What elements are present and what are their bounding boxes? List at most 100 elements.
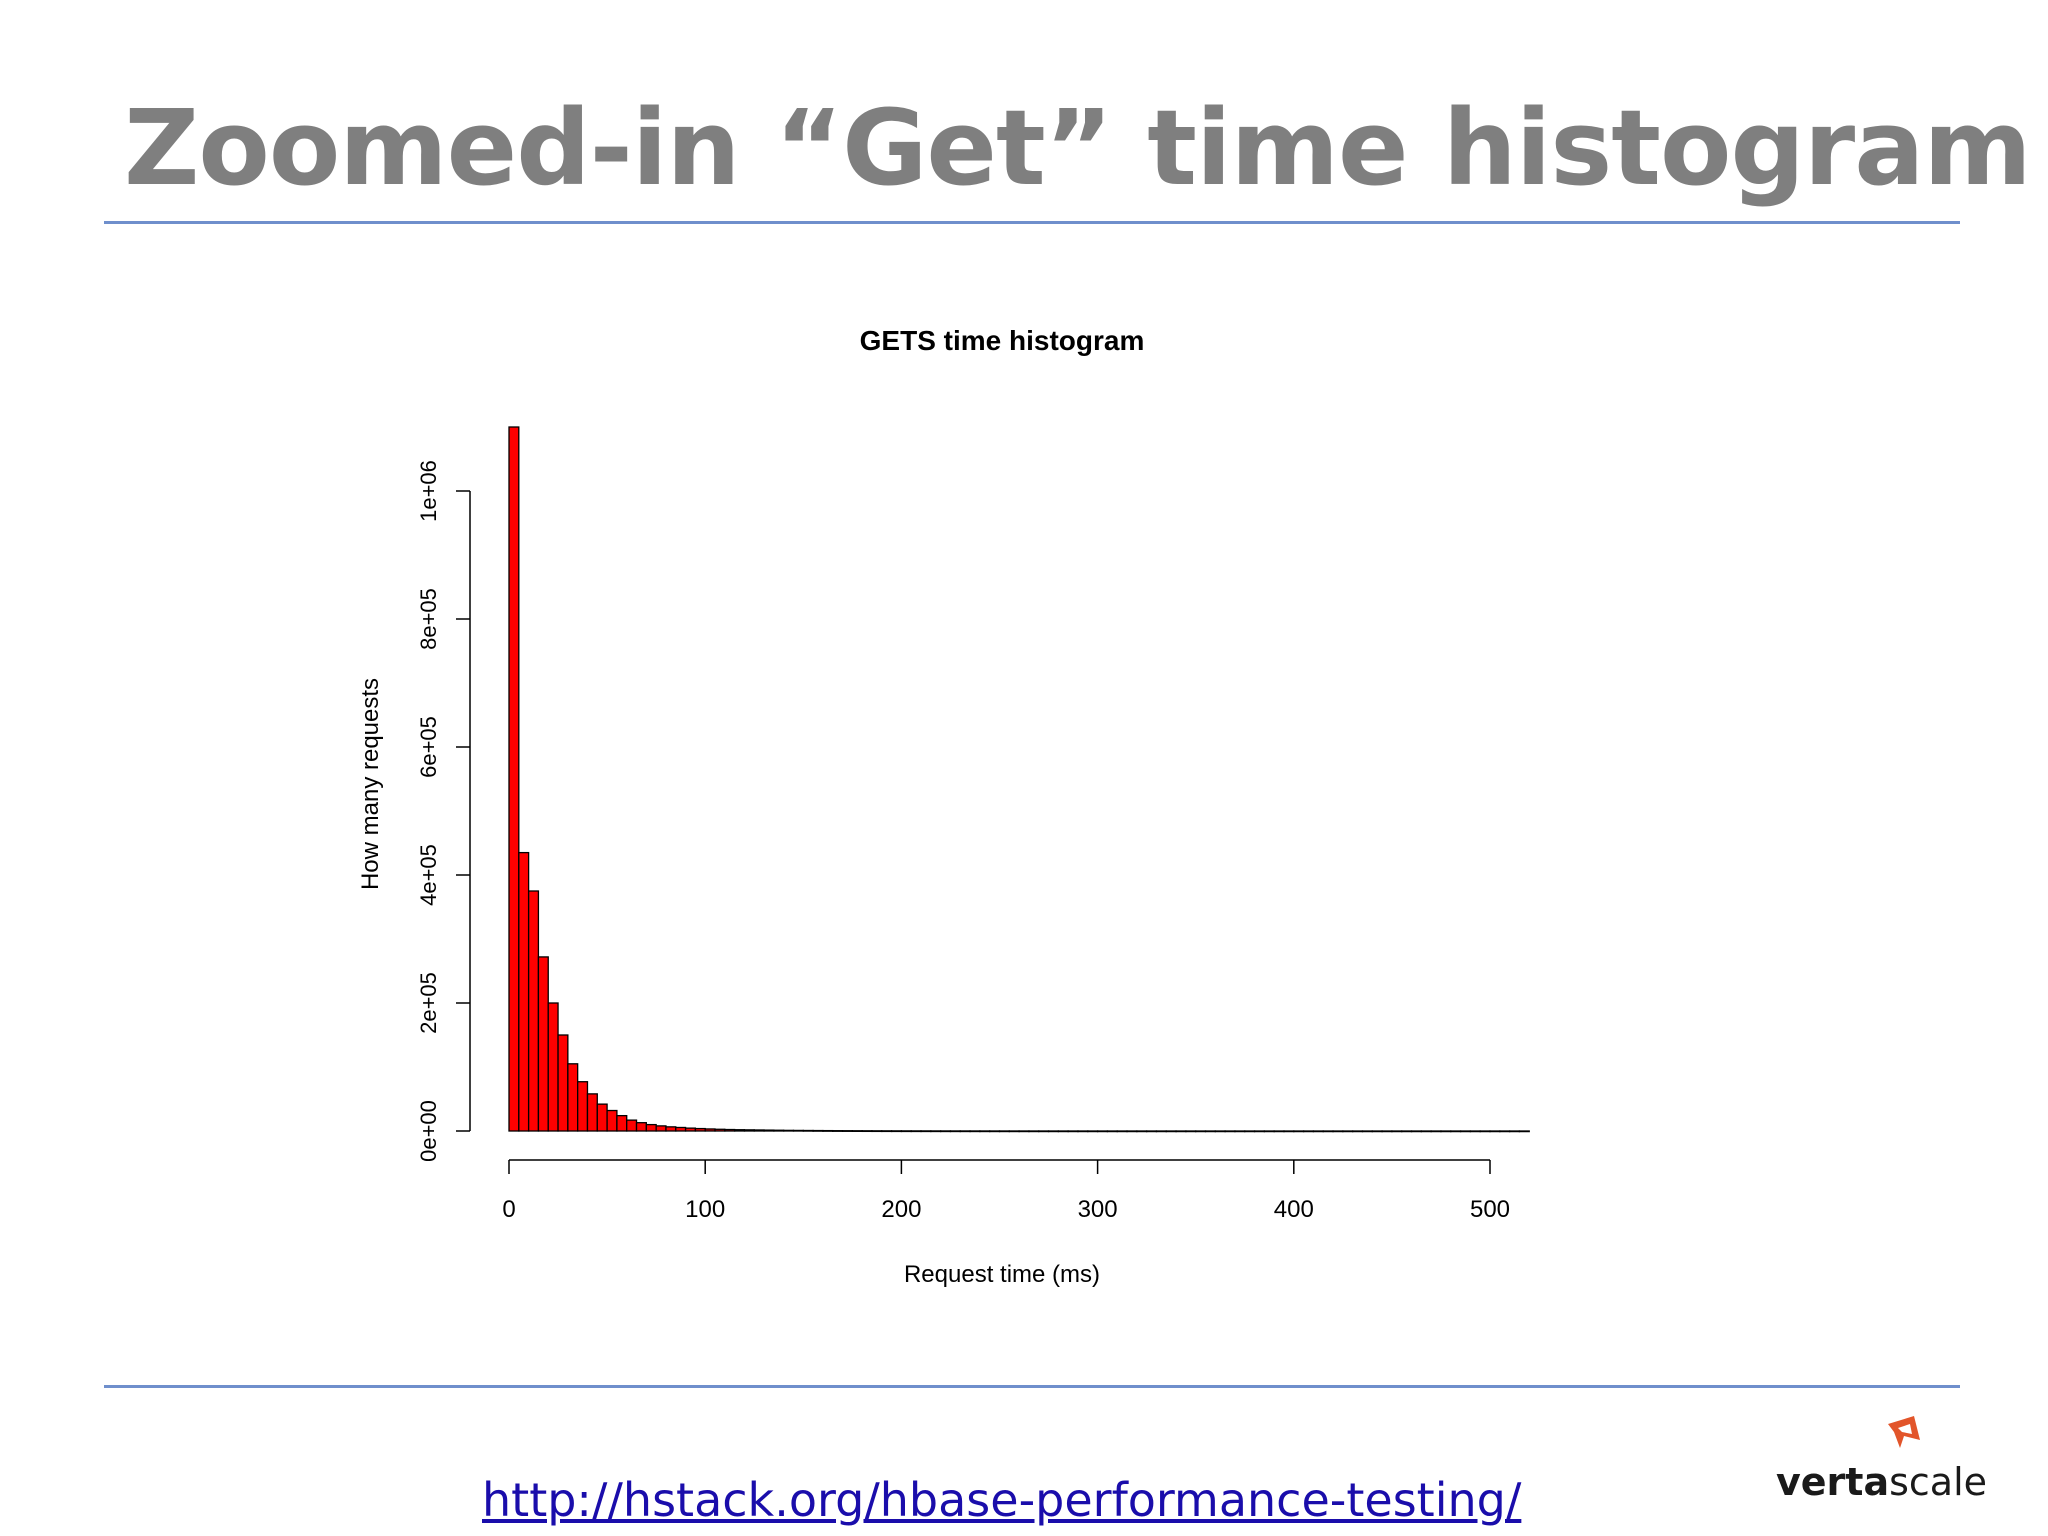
histogram-bar xyxy=(1302,1130,1315,1133)
y-tick-label: 1e+06 xyxy=(416,460,441,522)
histogram-bar xyxy=(635,1122,647,1132)
histogram-bar xyxy=(1459,1130,1472,1133)
histogram-bar xyxy=(1391,1130,1403,1133)
histogram-bar xyxy=(596,1103,608,1132)
histogram-bar xyxy=(684,1127,697,1132)
histogram-bar xyxy=(1018,1130,1030,1133)
histogram-bar xyxy=(743,1129,755,1132)
histogram-bar xyxy=(920,1130,932,1133)
histogram-bar xyxy=(753,1129,765,1132)
title-divider xyxy=(104,221,1960,224)
y-tick-label: 6e+05 xyxy=(416,716,441,778)
histogram-bar xyxy=(1136,1130,1148,1133)
histogram-bars xyxy=(508,426,1530,1133)
histogram-bar xyxy=(1185,1130,1197,1133)
chart-title: GETS time histogram xyxy=(860,325,1145,356)
histogram-bar xyxy=(930,1130,942,1133)
histogram-bar xyxy=(1273,1130,1285,1133)
y-axis: 0e+00 2e+05 4e+05 6e+05 8e+05 1e+06 xyxy=(416,460,471,1162)
logo-wordmark: vertascale xyxy=(1776,1460,1987,1504)
histogram-bar xyxy=(1116,1130,1128,1133)
histogram-bar xyxy=(606,1109,618,1132)
histogram-bar xyxy=(1430,1130,1442,1133)
histogram-bar xyxy=(851,1130,863,1132)
histogram-bar xyxy=(1283,1130,1295,1133)
histogram-bar xyxy=(1165,1130,1177,1133)
slide-title: Zoomed-in “Get” time histogram xyxy=(124,87,2032,209)
x-tick-label: 0 xyxy=(502,1196,515,1223)
histogram-bar xyxy=(1008,1130,1020,1133)
histogram-bar xyxy=(890,1130,903,1133)
logo-wordmark-regular: scale xyxy=(1889,1460,1988,1504)
histogram-bar xyxy=(989,1130,1001,1133)
histogram-bar xyxy=(959,1130,971,1133)
histogram-bar xyxy=(1499,1130,1511,1133)
x-tick-label: 500 xyxy=(1470,1196,1510,1223)
histogram-bar xyxy=(1047,1130,1060,1133)
histogram-bar xyxy=(1263,1130,1275,1133)
histogram-bar xyxy=(792,1129,804,1132)
histogram-bar xyxy=(1234,1130,1246,1133)
histogram-bar xyxy=(1479,1130,1491,1133)
histogram-bar xyxy=(1401,1130,1413,1133)
histogram-bar xyxy=(1038,1130,1050,1133)
histogram-bar xyxy=(998,1130,1010,1133)
y-tick-label: 4e+05 xyxy=(416,844,441,906)
histogram-bar xyxy=(900,1130,912,1133)
histogram-bar xyxy=(1253,1130,1266,1133)
histogram-bar xyxy=(567,1063,579,1132)
histogram-bar xyxy=(822,1129,834,1132)
histogram-bar xyxy=(1028,1130,1040,1133)
histogram-bar xyxy=(1067,1130,1079,1133)
histogram-bar xyxy=(802,1129,814,1132)
x-tick-label: 400 xyxy=(1274,1196,1314,1223)
y-axis-label: How many requests xyxy=(357,678,384,890)
histogram-bar xyxy=(1322,1130,1334,1133)
histogram-bar xyxy=(1293,1130,1305,1133)
histogram-bar xyxy=(1155,1130,1167,1133)
histogram-bar xyxy=(832,1130,844,1132)
histogram-bar xyxy=(626,1119,638,1132)
histogram-bar xyxy=(1146,1130,1158,1133)
histogram-bar xyxy=(1224,1130,1236,1133)
histogram-bar xyxy=(1361,1130,1373,1133)
histogram-bar xyxy=(1469,1130,1481,1133)
histogram-bar xyxy=(675,1126,687,1132)
histogram-bar xyxy=(939,1130,952,1133)
source-link[interactable]: http://hstack.org/hbase-performance-test… xyxy=(482,1473,1522,1527)
x-axis: 0 100 200 300 400 500 xyxy=(502,1159,1510,1223)
histogram-bar xyxy=(665,1126,677,1132)
histogram-bar xyxy=(733,1129,746,1132)
histogram-bar xyxy=(1175,1130,1187,1133)
histogram-bar xyxy=(714,1128,726,1132)
histogram-bar xyxy=(1352,1130,1364,1133)
histogram-bar xyxy=(1420,1130,1432,1133)
histogram-bar xyxy=(1312,1130,1324,1133)
histogram-bar xyxy=(871,1130,883,1133)
histogram-bar xyxy=(508,426,520,1132)
histogram-bar xyxy=(861,1130,873,1133)
histogram-bar xyxy=(1106,1130,1118,1133)
histogram-bar xyxy=(1077,1130,1089,1133)
histogram-bar xyxy=(1518,1130,1530,1133)
histogram-bar xyxy=(655,1125,667,1132)
y-tick-label: 8e+05 xyxy=(416,588,441,650)
histogram-bar xyxy=(979,1130,991,1133)
histogram-bar xyxy=(694,1127,706,1132)
histogram-bar xyxy=(616,1114,628,1132)
x-tick-label: 200 xyxy=(881,1196,921,1223)
histogram-bar xyxy=(763,1129,775,1132)
histogram-bar xyxy=(949,1130,961,1133)
histogram-bar xyxy=(773,1129,785,1132)
histogram-bar xyxy=(547,1002,559,1132)
x-tick-label: 100 xyxy=(685,1196,725,1223)
histogram-bar xyxy=(1508,1130,1521,1133)
gets-time-histogram-chart: GETS time histogram 0 100 200 300 400 500 0e+… xyxy=(357,325,1530,1288)
histogram-bar xyxy=(704,1128,716,1132)
histogram-bar xyxy=(1410,1130,1422,1133)
histogram-bar xyxy=(1342,1130,1354,1133)
histogram-bar xyxy=(1195,1130,1207,1133)
histogram-bar xyxy=(1057,1130,1069,1133)
histogram-bar xyxy=(1371,1130,1383,1133)
histogram-bar xyxy=(812,1129,824,1132)
